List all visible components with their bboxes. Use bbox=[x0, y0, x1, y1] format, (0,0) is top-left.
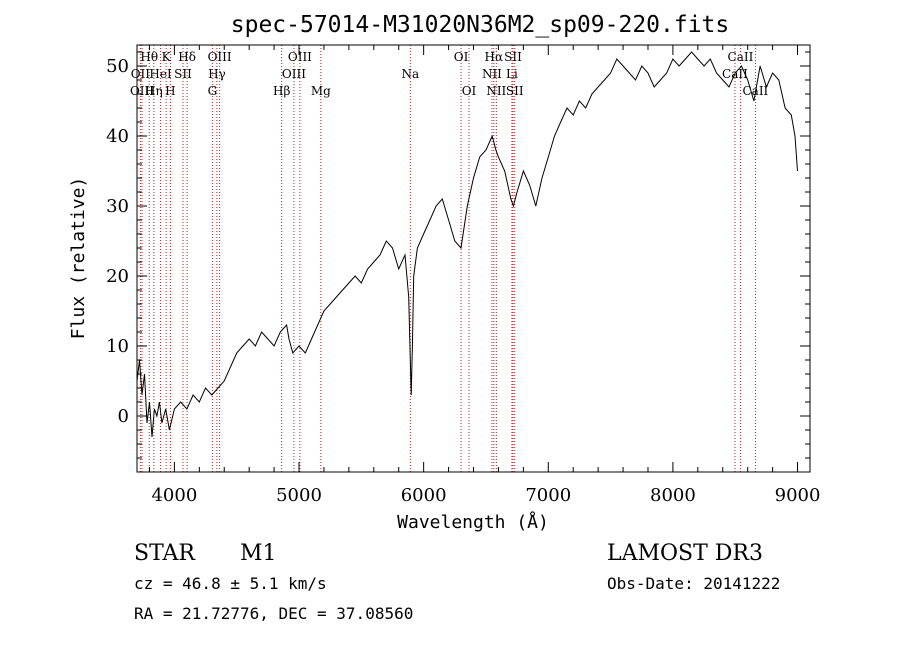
x-axis-label: Wavelength (Å) bbox=[397, 511, 549, 533]
plot-frame bbox=[136, 44, 811, 473]
spectral-line-label: Hα bbox=[485, 50, 504, 64]
spectral-line-label: K bbox=[162, 50, 172, 64]
spectral-line-label: G bbox=[208, 84, 218, 98]
chart-title: spec-57014-M31020N36M2_sp09-220.fits bbox=[231, 12, 730, 38]
y-tick-label: 30 bbox=[106, 196, 129, 217]
spectral-line-label: SII bbox=[504, 50, 522, 64]
x-tick-label: 8000 bbox=[650, 485, 696, 506]
spectral-line-label: OIII bbox=[282, 67, 306, 81]
spectral-line-label: OIII bbox=[208, 50, 232, 64]
spectral-line-label: H bbox=[165, 84, 175, 98]
spectral-line-label: OIII bbox=[288, 50, 312, 64]
spectral-line-label: Hγ bbox=[208, 67, 226, 81]
x-tick-label: 4000 bbox=[151, 485, 197, 506]
spectral-line-label: OI bbox=[454, 50, 469, 64]
spectral-line-label: OII bbox=[131, 67, 151, 81]
spectral-line-label: Mg bbox=[311, 84, 331, 98]
y-tick-label: 10 bbox=[106, 336, 129, 357]
y-tick-label: 40 bbox=[106, 126, 129, 147]
spectral-line-label: SII bbox=[174, 67, 192, 81]
object-class: STAR bbox=[134, 541, 196, 566]
spectral-line-label: NII bbox=[486, 84, 506, 98]
y-tick-label: 50 bbox=[106, 56, 129, 77]
spectral-line-label: OIII bbox=[130, 84, 154, 98]
spectrum-series-flux bbox=[136, 51, 798, 438]
x-tick-label: 9000 bbox=[775, 485, 821, 506]
y-tick-label: 20 bbox=[106, 266, 129, 287]
spectral-line-label: Li bbox=[506, 67, 518, 81]
spectral-line-label: OI bbox=[462, 84, 477, 98]
spectral-line-labels: Hθ OII OIII K HeI Hη SII H Hδ OIII Hγ G Hβ OIII OIII Mg… bbox=[130, 50, 769, 98]
spectral-line-label: SII bbox=[506, 84, 524, 98]
observation-date: Obs-Date: 20141222 bbox=[607, 574, 780, 593]
spectral-line-label: NII bbox=[482, 67, 502, 81]
y-tick-label: 0 bbox=[118, 406, 129, 427]
spectral-line-markers bbox=[139, 45, 756, 472]
spectral-line-label: Hθ bbox=[140, 50, 158, 64]
spectral-line-label: Na bbox=[401, 67, 419, 81]
coordinates: RA = 21.72776, DEC = 37.08560 bbox=[134, 604, 413, 623]
redshift-cz: cz = 46.8 ± 5.1 km/s bbox=[134, 574, 327, 593]
x-axis: 4000 5000 6000 7000 8000 9000 bbox=[148, 45, 821, 506]
y-axis-label: Flux (relative) bbox=[68, 177, 89, 340]
y-axis: 0 10 20 30 40 50 bbox=[106, 51, 810, 459]
spectral-line-label: HeI bbox=[149, 67, 172, 81]
spectral-line-label: Hβ bbox=[273, 84, 290, 98]
x-tick-label: 6000 bbox=[401, 485, 447, 506]
object-subclass: M1 bbox=[240, 541, 277, 566]
survey-name: LAMOST DR3 bbox=[607, 541, 763, 566]
spectral-line-label: CaII bbox=[728, 50, 754, 64]
x-tick-label: 7000 bbox=[525, 485, 571, 506]
spectral-line-label: Hδ bbox=[178, 50, 196, 64]
spectral-line-label: Hη bbox=[145, 84, 163, 98]
x-tick-label: 5000 bbox=[276, 485, 322, 506]
